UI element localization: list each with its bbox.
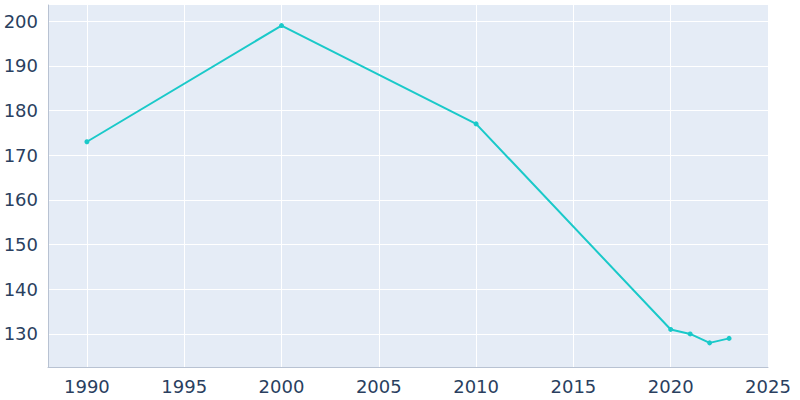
svg-text:2010: 2010: [453, 376, 499, 397]
svg-text:2005: 2005: [356, 376, 402, 397]
svg-text:170: 170: [4, 145, 38, 166]
svg-text:1990: 1990: [64, 376, 110, 397]
svg-text:1995: 1995: [161, 376, 207, 397]
svg-text:2020: 2020: [648, 376, 694, 397]
svg-text:2015: 2015: [550, 376, 596, 397]
svg-text:140: 140: [4, 279, 38, 300]
svg-text:200: 200: [4, 11, 38, 32]
svg-text:2025: 2025: [745, 376, 791, 397]
svg-text:180: 180: [4, 100, 38, 121]
svg-text:160: 160: [4, 189, 38, 210]
svg-text:150: 150: [4, 234, 38, 255]
svg-text:2000: 2000: [259, 376, 305, 397]
svg-text:190: 190: [4, 55, 38, 76]
svg-text:130: 130: [4, 323, 38, 344]
